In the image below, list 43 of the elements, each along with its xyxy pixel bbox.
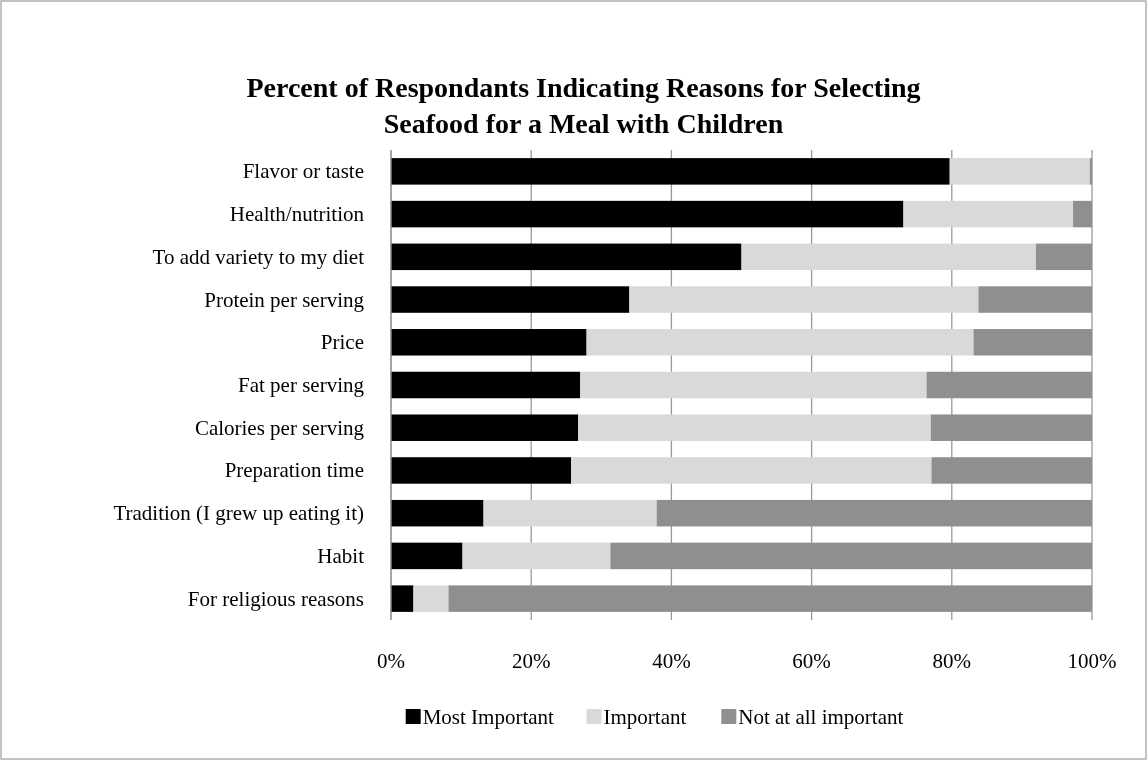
bar <box>571 457 932 484</box>
bar <box>462 542 611 570</box>
y-tick-label: Calories per serving <box>194 415 365 440</box>
y-tick-label: Health/nutrition <box>229 202 365 227</box>
bar <box>391 286 630 313</box>
bar <box>391 200 904 228</box>
y-tick-label: Tradition (I grew up eating it) <box>113 501 364 526</box>
bar <box>586 329 974 356</box>
legend-label: Not at all important <box>738 705 904 729</box>
x-tick-label: 60% <box>792 649 831 673</box>
bar <box>391 457 572 484</box>
bar <box>391 414 579 441</box>
bar <box>391 329 587 356</box>
bar <box>903 200 1074 228</box>
legend-label: Most Important <box>422 705 555 729</box>
bar <box>391 542 463 570</box>
x-tick-label: 0% <box>377 649 405 673</box>
y-tick-label: Habit <box>317 543 365 568</box>
y-tick-label: Fat per serving <box>238 373 365 397</box>
bar <box>391 158 950 185</box>
bar <box>949 158 1090 185</box>
bar <box>391 371 581 399</box>
bar <box>741 243 1036 271</box>
bar <box>413 585 449 612</box>
y-tick-label: For religious reasons <box>187 586 364 611</box>
x-tick-label: 20% <box>511 649 551 673</box>
x-tick-label: 80% <box>932 649 972 673</box>
bar <box>391 499 484 527</box>
y-tick-label: Protein per serving <box>204 287 365 312</box>
bar <box>483 499 657 527</box>
y-tick-label: Preparation time <box>224 458 364 483</box>
bar <box>629 286 979 313</box>
y-tick-label: To add variety to my diet <box>152 244 365 269</box>
bar <box>580 371 927 399</box>
legend-label: Important <box>603 705 687 729</box>
y-tick-label: Price <box>320 330 364 355</box>
x-tick-label: 40% <box>652 649 691 673</box>
chart-title: Percent of Respondants Indicating Reasons for Selecting Seafood for a Meal with Children <box>246 72 921 139</box>
x-tick-label: 100% <box>1067 649 1117 673</box>
bar <box>391 243 742 271</box>
bar <box>391 585 414 612</box>
y-tick-label: Flavor or taste <box>242 159 364 184</box>
bar <box>578 414 931 441</box>
